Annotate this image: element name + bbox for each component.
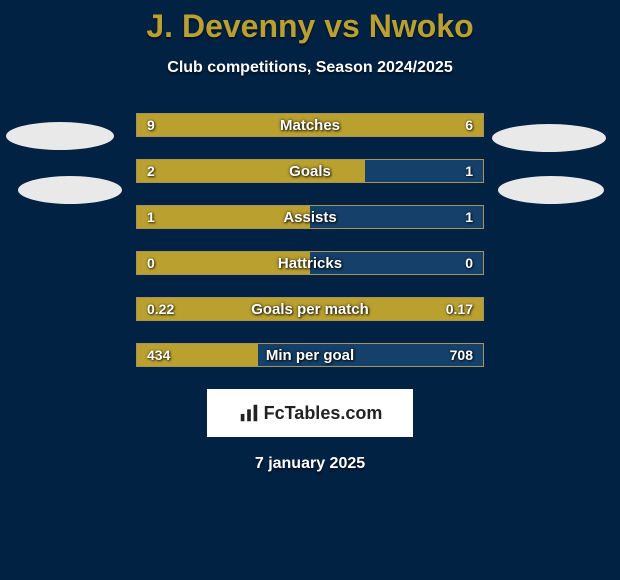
stat-value-right: 1 xyxy=(465,206,473,228)
stat-fill-left xyxy=(137,298,483,320)
stat-row: 0.220.17Goals per match xyxy=(136,297,484,321)
stat-value-right: 1 xyxy=(465,160,473,182)
stat-value-left: 0 xyxy=(147,252,155,274)
stats-bars: 96Matches21Goals11Assists00Hattricks0.22… xyxy=(136,113,484,367)
stat-fill-left xyxy=(137,252,310,274)
stat-row: 00Hattricks xyxy=(136,251,484,275)
player-badge-ellipse xyxy=(498,176,604,204)
stat-fill-left xyxy=(137,160,365,182)
logo-text: FcTables.com xyxy=(264,403,383,424)
stat-value-left: 0.22 xyxy=(147,298,174,320)
stat-value-left: 2 xyxy=(147,160,155,182)
stat-value-right: 0.17 xyxy=(446,298,473,320)
fctables-logo: FcTables.com xyxy=(238,402,383,424)
comparison-subtitle: Club competitions, Season 2024/2025 xyxy=(0,59,620,77)
stat-fill-left xyxy=(137,114,483,136)
stat-fill-left xyxy=(137,206,310,228)
stat-value-left: 9 xyxy=(147,114,155,136)
snapshot-date: 7 january 2025 xyxy=(0,455,620,473)
comparison-title: J. Devenny vs Nwoko xyxy=(0,0,620,45)
stat-value-right: 6 xyxy=(465,114,473,136)
stat-row: 11Assists xyxy=(136,205,484,229)
player-badge-ellipse xyxy=(492,124,606,152)
stat-row: 21Goals xyxy=(136,159,484,183)
player-badge-ellipse xyxy=(18,176,122,204)
player-badge-ellipse xyxy=(6,122,114,150)
stat-value-left: 1 xyxy=(147,206,155,228)
stat-value-right: 708 xyxy=(450,344,473,366)
stat-row: 96Matches xyxy=(136,113,484,137)
stat-row: 434708Min per goal xyxy=(136,343,484,367)
stat-value-right: 0 xyxy=(465,252,473,274)
stat-value-left: 434 xyxy=(147,344,170,366)
chart-icon xyxy=(238,402,260,424)
logo-box: FcTables.com xyxy=(207,389,413,437)
